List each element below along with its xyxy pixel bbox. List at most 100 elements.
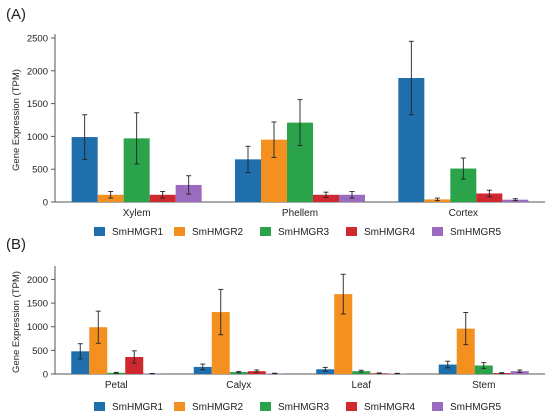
panel-b-legend-label: SmHMGR5 xyxy=(450,402,502,413)
panel-b-error-bar-smhmgr3-calyx xyxy=(236,370,242,374)
panel-b-error-bar-smhmgr4-petal xyxy=(131,350,137,364)
panel-a-y-tick-label: 0 xyxy=(43,198,48,209)
panel-b-legend-swatch xyxy=(94,402,105,411)
panel-a-label: (A) xyxy=(6,6,26,23)
panel-a-error-bar-smhmgr1-cortex xyxy=(408,40,414,116)
panel-a-error-bar-smhmgr5-phellem xyxy=(349,191,355,199)
panel-a-legend-swatch xyxy=(174,227,185,236)
panel-b-legend-item: SmHMGR4 xyxy=(346,402,416,413)
panel-b-legend-swatch xyxy=(432,402,443,411)
panel-b-error-bar-smhmgr2-petal xyxy=(95,310,101,344)
panel-b-y-axis-title: Gene Expression (TPM) xyxy=(11,271,22,373)
panel-a-legend-swatch xyxy=(94,227,105,236)
panel-a-bar-smhmgr4-cortex xyxy=(476,193,503,202)
panel-b-legend-swatch xyxy=(346,402,357,411)
panel-a-y-tick-label: 2500 xyxy=(27,34,48,45)
panel-b-bar-smhmgr1-calyx xyxy=(193,366,212,374)
panel-b-bar-smhmgr4-petal xyxy=(125,356,144,374)
panel-a-error-bar-smhmgr3-xylem xyxy=(134,112,140,165)
panel-b-bar-smhmgr2-calyx xyxy=(211,312,230,374)
panel-a-error-bar-smhmgr4-xylem xyxy=(160,191,166,199)
panel-b-bar-smhmgr1-stem xyxy=(438,364,457,374)
panel-b-error-bar-smhmgr1-calyx xyxy=(200,363,206,371)
panel-a-error-bar-smhmgr2-xylem xyxy=(108,191,114,199)
panel-b-bar-smhmgr2-stem xyxy=(456,328,475,374)
panel-b-legend-swatch xyxy=(174,402,185,411)
panel-a-category-label: Cortex xyxy=(449,208,478,219)
panel-a-error-bar-smhmgr1-phellem xyxy=(245,145,251,173)
panel-b-legend-label: SmHMGR4 xyxy=(364,402,416,413)
panel-b-category-label: Leaf xyxy=(352,380,372,391)
panel-a-category-label: Xylem xyxy=(123,208,151,219)
panel-a-error-bar-smhmgr2-cortex xyxy=(434,197,440,202)
panel-a-y-tick-label: 500 xyxy=(32,165,48,176)
panel-b-error-bar-smhmgr2-calyx xyxy=(218,288,224,336)
panel-a-legend-item: SmHMGR3 xyxy=(260,227,330,238)
panel-a-legend-swatch xyxy=(346,227,357,236)
panel-b-legend: SmHMGR1 SmHMGR2 SmHMGR3 SmHMGR4 SmHMGR5 xyxy=(94,402,502,413)
panel-b-error-bar-smhmgr4-leaf xyxy=(376,372,382,375)
panel-a-legend-label: SmHMGR4 xyxy=(364,227,416,238)
panel-b-y-tick-label: 1500 xyxy=(27,299,48,310)
panel-b-error-bar-smhmgr1-leaf xyxy=(322,366,328,372)
panel-b-bar-smhmgr2-petal xyxy=(89,327,108,374)
panel-b-legend-swatch xyxy=(260,402,271,411)
panel-a-y-axis-title: Gene Expression (TPM) xyxy=(11,69,22,171)
panel-a-legend-item: SmHMGR5 xyxy=(432,227,502,238)
panel-b-label: (B) xyxy=(6,236,26,253)
panel-b-category-label: Calyx xyxy=(226,380,251,391)
panel-b-category-label: Petal xyxy=(105,380,128,391)
panel-b-error-bar-smhmgr3-petal xyxy=(113,371,119,374)
panel-a-y-tick-label: 2000 xyxy=(27,66,48,77)
panel-a-legend-item: SmHMGR4 xyxy=(346,227,416,238)
panel-b-error-bar-smhmgr1-stem xyxy=(445,360,451,369)
panel-a-error-bar-smhmgr1-xylem xyxy=(82,114,88,160)
panel-a-legend-label: SmHMGR5 xyxy=(450,227,502,238)
panel-a-error-bar-smhmgr2-phellem xyxy=(271,121,277,158)
panel-a-error-bar-smhmgr3-phellem xyxy=(297,99,303,147)
panel-b-legend-item: SmHMGR3 xyxy=(260,402,330,413)
panel-a-error-bar-smhmgr5-cortex xyxy=(512,198,518,202)
panel-a-legend-swatch xyxy=(432,227,443,236)
panel-b-error-bar-smhmgr4-calyx xyxy=(254,369,260,373)
panel-a-y-tick-label: 1000 xyxy=(27,132,48,143)
panel-a-error-bar-smhmgr4-cortex xyxy=(486,189,492,198)
panel-b-legend-item: SmHMGR1 xyxy=(94,402,164,413)
panel-b-error-bar-smhmgr5-stem xyxy=(517,369,523,373)
panel-b-legend-label: SmHMGR2 xyxy=(192,402,244,413)
panel-a-legend-label: SmHMGR1 xyxy=(112,227,164,238)
panel-a-y-tick-label: 1500 xyxy=(27,99,48,110)
panel-b-bar-smhmgr3-stem xyxy=(474,365,493,374)
panel-b-error-bar-smhmgr1-petal xyxy=(77,343,83,360)
panel-b-legend-item: SmHMGR5 xyxy=(432,402,502,413)
panel-b-bar-smhmgr3-leaf xyxy=(352,371,371,374)
panel-a: (A) 0 500 1000 1500 2000 2500 Gene Expression … xyxy=(6,6,545,238)
panel-b-bar-smhmgr1-leaf xyxy=(316,369,335,374)
panel-b-y-tick-label: 1000 xyxy=(27,322,48,333)
panel-b-error-bar-smhmgr3-leaf xyxy=(358,369,364,373)
panel-a-bar-smhmgr4-phellem xyxy=(313,194,339,202)
panel-b-error-bar-smhmgr4-stem xyxy=(499,372,505,374)
panel-b-legend-label: SmHMGR1 xyxy=(112,402,164,413)
panel-b-bar-smhmgr2-leaf xyxy=(334,294,353,374)
panel-a-legend-label: SmHMGR2 xyxy=(192,227,244,238)
panel-a-error-bar-smhmgr5-xylem xyxy=(186,175,192,195)
panel-a-legend: SmHMGR1 SmHMGR2 SmHMGR3 SmHMGR4 SmHMGR5 xyxy=(94,227,502,238)
panel-a-legend-swatch xyxy=(260,227,271,236)
panel-b-legend-label: SmHMGR3 xyxy=(278,402,330,413)
panel-a-plot: 0 500 1000 1500 2000 2500 Gene Expression (TPM… xyxy=(11,34,545,219)
panel-b-y-tick-label: 500 xyxy=(32,346,48,357)
panel-b-y-tick-label: 2000 xyxy=(27,275,48,286)
panel-b: (B) 0 500 1000 1500 2000 Gene Expression (TPM… xyxy=(6,236,545,413)
panel-b-error-bar-smhmgr2-stem xyxy=(463,312,469,346)
panel-a-legend-item: SmHMGR2 xyxy=(174,227,244,238)
panel-a-error-bar-smhmgr4-phellem xyxy=(323,191,329,198)
panel-a-error-bar-smhmgr3-cortex xyxy=(460,157,466,180)
panel-b-plot: 0 500 1000 1500 2000 Gene Expression (TPM) Pet… xyxy=(11,266,545,391)
panel-a-legend-item: SmHMGR1 xyxy=(94,227,164,238)
panel-b-error-bar-smhmgr2-leaf xyxy=(340,273,346,315)
panel-b-bar-smhmgr1-petal xyxy=(71,351,90,374)
panel-b-legend-item: SmHMGR2 xyxy=(174,402,244,413)
panel-b-error-bar-smhmgr3-stem xyxy=(481,362,487,369)
